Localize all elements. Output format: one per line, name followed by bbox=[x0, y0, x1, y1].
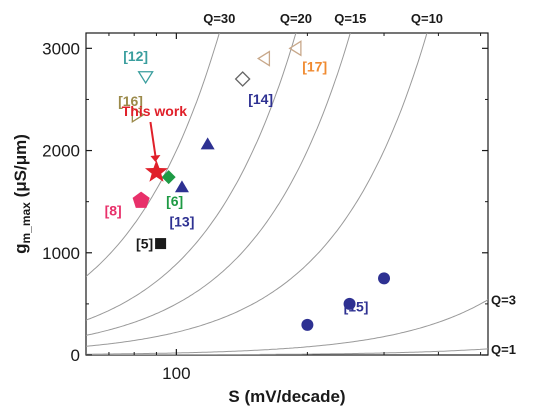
y-tick-label: 2000 bbox=[42, 142, 80, 161]
data-point-marker bbox=[343, 297, 356, 310]
y-axis-title: gm_max (μS/μm) bbox=[11, 134, 33, 254]
data-point-marker bbox=[256, 50, 271, 67]
y-axis-title-units: (μS/μm) bbox=[11, 134, 30, 202]
q-curves bbox=[86, 33, 488, 355]
data-point-marker bbox=[301, 318, 314, 331]
point-ref-label: [12] bbox=[123, 48, 148, 64]
q-curve-label: Q=10 bbox=[411, 11, 443, 26]
q-curve-label: Q=30 bbox=[203, 11, 235, 26]
data-point-marker bbox=[155, 238, 167, 250]
q-curve-label: Q=20 bbox=[280, 11, 312, 26]
y-axis-title-sub: m_max bbox=[19, 202, 33, 244]
y-tick-label: 3000 bbox=[42, 39, 80, 58]
x-tick-label: 100 bbox=[162, 364, 190, 383]
point-ref-label: [13] bbox=[169, 213, 194, 229]
point-ref-label: [14] bbox=[248, 91, 273, 107]
data-points bbox=[131, 40, 391, 331]
data-point-marker bbox=[288, 40, 302, 57]
data-point-marker bbox=[132, 191, 150, 208]
this-work-label: This work bbox=[122, 103, 188, 119]
point-labels: [12] [16] [17] [14] [13] [6] [8] [5] [15] This wo… bbox=[105, 48, 369, 314]
q-curve-line bbox=[86, 33, 297, 321]
this-work-arrow bbox=[149, 121, 157, 157]
this-work-arrowhead bbox=[150, 155, 161, 163]
q-curve-line bbox=[86, 33, 351, 336]
data-point-marker bbox=[131, 106, 145, 123]
point-ref-label: [15] bbox=[344, 298, 369, 314]
data-point-marker bbox=[161, 170, 176, 185]
data-point-marker bbox=[234, 71, 251, 87]
q-curve-label: Q=3 bbox=[491, 293, 516, 308]
q-curve-line bbox=[86, 33, 220, 277]
point-ref-label: [17] bbox=[302, 58, 327, 74]
point-ref-label: [16] bbox=[118, 93, 143, 109]
point-ref-label: [6] bbox=[166, 193, 183, 209]
this-work-star bbox=[145, 160, 168, 182]
plot-frame bbox=[85, 32, 489, 356]
q-curve-line bbox=[86, 33, 428, 347]
q-curve-labels: Q=30 Q=20 Q=15 Q=10 Q=3 Q=1 bbox=[203, 11, 516, 357]
point-ref-label: [5] bbox=[136, 236, 153, 252]
x-axis-title: S (mV/decade) bbox=[228, 387, 345, 406]
data-point-marker bbox=[200, 137, 215, 150]
q-curve-label: Q=1 bbox=[491, 342, 516, 357]
axes: 0 1000 2000 3000 100 bbox=[42, 33, 488, 383]
y-axis-title-main: g bbox=[11, 244, 30, 254]
y-tick-label: 0 bbox=[71, 346, 80, 365]
y-tick-label: 1000 bbox=[42, 244, 80, 263]
data-point-marker bbox=[174, 180, 189, 193]
q-curve-line bbox=[86, 299, 488, 355]
data-point-marker bbox=[378, 272, 391, 285]
data-point-marker bbox=[137, 71, 154, 85]
q-curve-line bbox=[86, 348, 488, 355]
q-curve-label: Q=15 bbox=[334, 11, 366, 26]
point-ref-label: [8] bbox=[105, 203, 122, 219]
